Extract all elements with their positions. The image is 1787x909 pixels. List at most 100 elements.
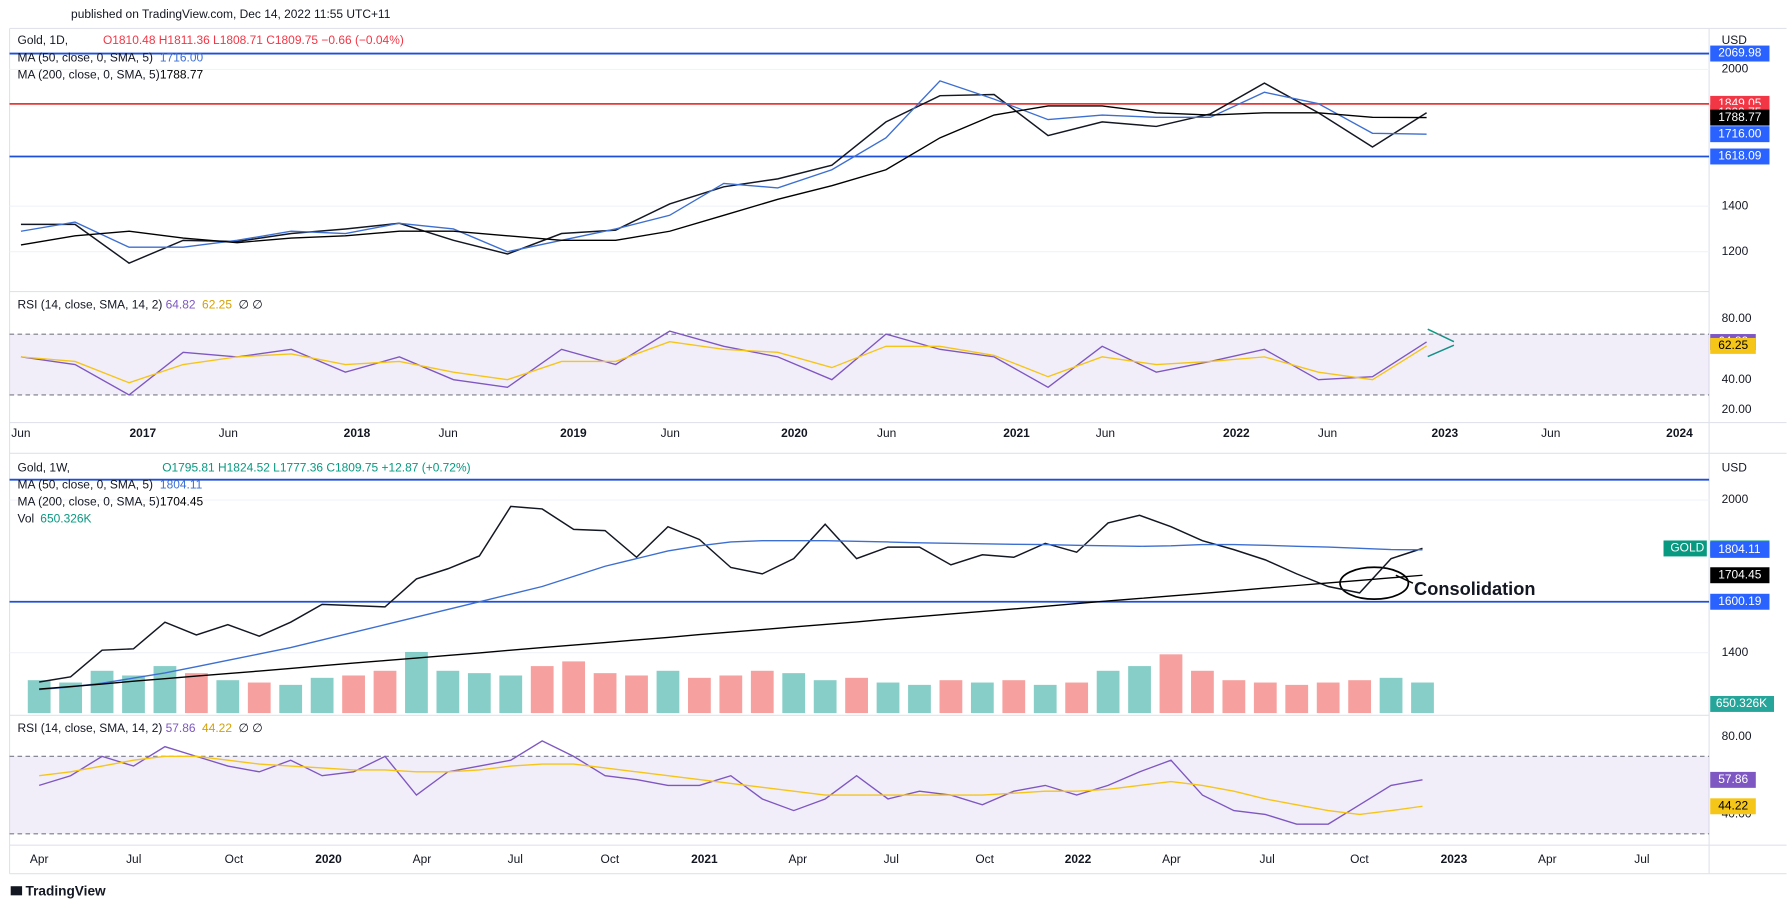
y-tick-label: 20.00 [1722,402,1752,416]
x-tick-label: Jul [126,852,141,866]
price-tag [1710,148,1770,165]
series-line [20,341,1427,384]
x-tick-label: 2023 [1432,426,1459,440]
volume-tag [1710,695,1775,712]
price-tag-label: 1788.77 [1718,110,1762,124]
volume-bar [1002,680,1026,714]
volume-bar [499,675,523,714]
legend-name: MA (200, close, 0, SMA, 5) [18,67,160,81]
volume-bar [1128,666,1151,714]
volume-bar [688,677,711,714]
x-tick-label: 2022 [1223,426,1250,440]
volume-bar [530,666,554,714]
consolidation-ellipse [1339,566,1410,601]
published-note: published on TradingView.com, Dec 14, 20… [71,7,391,21]
symbol-tag-label: GOLD [1670,541,1704,555]
rsi-value: 44.22 [202,721,232,735]
x-tick-label: Jul [1259,852,1274,866]
price-tag-label: 1618.09 [1718,149,1762,163]
volume-bar [216,680,240,714]
pane-title: RSI (14, close, SMA, 14, 2) [18,721,163,735]
x-tick-label: Jul [508,852,523,866]
y-tick-label: 1400 [1722,645,1749,659]
volume-bar [90,670,114,714]
x-tick-label: Oct [1350,852,1369,866]
triangle-drawing [1427,328,1455,358]
x-tick-label: Jun [11,426,30,440]
volume-bar [845,677,868,714]
legend-name: MA (50, close, 0, SMA, 5) [18,50,154,64]
ohlc: O1810.48 H1811.36 L1808.71 C1809.75 −0.6… [103,33,404,47]
legend-name: MA (200, close, 0, SMA, 5) [18,494,160,508]
ohlc: O1795.81 H1824.52 L1777.36 C1809.75 +12.… [162,460,470,474]
volume-bar [1159,654,1183,714]
x-tick-label: 2021 [691,852,718,866]
rsi-tag-label: 62.25 [1718,338,1748,352]
legend-name: Vol [18,512,35,526]
x-tick-label: Jun [219,426,238,440]
volume-bar [1316,682,1340,714]
x-tick-label: Jun [438,426,457,440]
rsi-flags: ∅ ∅ [239,297,263,311]
volume-bar [27,680,51,714]
price-tag [1710,126,1770,143]
volume-tag-label: 650.326K [1716,696,1767,710]
y-tick-label: 80.00 [1722,311,1752,325]
legend-value: 1704.45 [160,494,204,508]
x-tick-label: 2022 [1065,852,1092,866]
volume-bar [1348,680,1372,714]
price-tag [1710,541,1770,558]
volume-bar [1285,684,1309,714]
series-line [20,330,1427,396]
series-line [39,574,1423,690]
volume-bar [939,680,963,714]
x-tick-label: Jul [884,852,899,866]
volume-bar [782,673,806,714]
legend-value: 1788.77 [160,67,204,81]
x-tick-label: Oct [601,852,620,866]
volume-bar [1253,682,1277,714]
series-line [20,82,1427,264]
legend-name: MA (50, close, 0, SMA, 5) [18,477,154,491]
volume-bar [122,675,145,714]
x-tick-label: Oct [975,852,994,866]
x-tick-label: Jul [1634,852,1649,866]
volume-bar [59,682,83,714]
series-line [20,105,1427,246]
rsi-tag [1710,337,1756,354]
currency: USD [1722,33,1748,47]
series-line [20,80,1427,253]
volume-bar [1191,670,1214,714]
price-tag [1710,109,1770,126]
x-tick-label: 2019 [560,426,587,440]
x-tick-label: Apr [1162,852,1181,866]
rsi-tag-label: 57.86 [1718,772,1748,786]
price-tag-label: 1600.19 [1718,594,1762,608]
price-tag-label: 1704.45 [1718,567,1762,581]
rsi-value: 62.25 [202,297,232,311]
legend-value: 1716.00 [160,50,204,64]
volume-bar [247,682,271,714]
volume-bar [1065,682,1089,714]
x-tick-label: 2017 [130,426,157,440]
rsi-flags: ∅ ∅ [239,721,263,735]
x-tick-label: Apr [413,852,432,866]
series-line [39,505,1423,683]
x-tick-label: 2021 [1003,426,1030,440]
pane-title: RSI (14, close, SMA, 14, 2) [18,297,163,311]
price-tag [1710,45,1770,62]
series-line [39,540,1423,691]
pane-title: Gold, 1D, [18,33,69,47]
volume-bar [656,670,680,714]
volume-bar [342,675,365,714]
x-tick-label: Apr [789,852,808,866]
x-tick-label: Jun [1541,426,1560,440]
volume-bar [405,651,428,714]
series-line [39,755,1423,816]
x-tick-label: Apr [1538,852,1557,866]
volume-bar [1411,682,1434,714]
y-tick-label: 2000 [1722,62,1749,76]
footer: TradingView [26,884,107,899]
volume-bar [279,684,303,714]
